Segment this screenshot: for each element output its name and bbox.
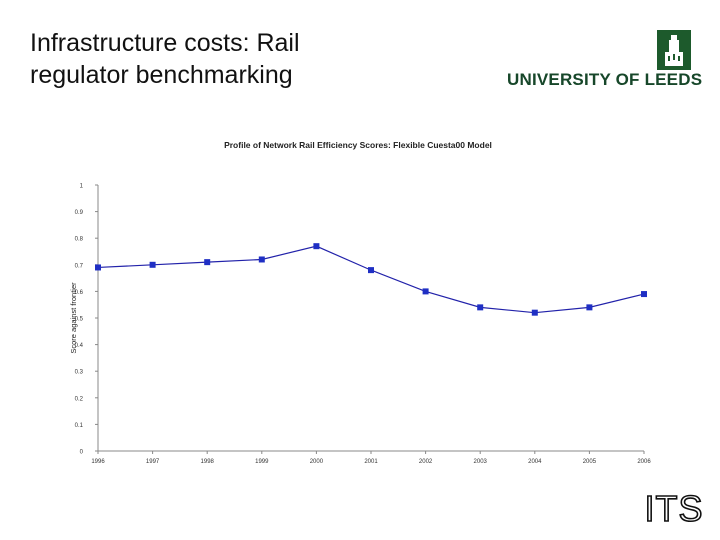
y-axis-label: Score against frontier (69, 282, 78, 354)
y-axis-ticks: 0 0.1 0.2 0.3 0.4 0.5 0.6 0.7 0.8 0.9 1 (75, 184, 98, 456)
x-tick-label: 2005 (583, 459, 597, 465)
x-tick-label: 2001 (364, 459, 378, 465)
its-logo-text: ITS (644, 490, 703, 524)
x-tick-label: 2003 (474, 459, 488, 465)
y-tick-label: 0.7 (75, 263, 84, 269)
y-tick-label: 0.2 (75, 396, 84, 402)
y-tick-label: 0.5 (75, 317, 84, 323)
y-tick-label: 0.1 (75, 423, 84, 429)
data-point-2006 (641, 291, 647, 298)
data-point-1998 (204, 259, 211, 266)
y-tick-label: 0.3 (75, 370, 84, 376)
leeds-shield-icon (657, 30, 691, 70)
its-logo: ITS (644, 490, 703, 524)
data-point-2004 (531, 309, 538, 316)
series-line (97, 245, 645, 314)
y-tick-label: 0.4 (75, 343, 84, 349)
slide-title-line-1: Infrastructure costs: Rail (30, 29, 300, 57)
x-tick-label: 2002 (419, 459, 433, 465)
y-tick-label: 0.9 (75, 210, 84, 216)
data-point-2000 (313, 243, 320, 250)
y-tick-label: 1 (80, 184, 84, 190)
x-axis-ticks: 1996 1997 1998 1999 2000 2001 2002 2003 2004 2005… (91, 451, 651, 465)
y-tick-label: 0.8 (75, 237, 84, 243)
series-markers (95, 243, 647, 316)
x-tick-label: 1998 (201, 459, 215, 465)
data-point-1999 (258, 256, 265, 263)
x-tick-label: 2006 (637, 459, 651, 465)
x-tick-label: 2000 (310, 459, 324, 465)
data-point-1997 (149, 261, 156, 268)
y-tick-label: 0.6 (75, 290, 84, 296)
y-tick-label: 0 (80, 450, 84, 456)
slide-title: Infrastructure costs: Rail regulator ben… (30, 27, 450, 91)
x-tick-label: 1997 (146, 459, 160, 465)
university-name: UNIVERSITY OF LEEDS (507, 70, 703, 89)
slide-title-line-2: regulator benchmarking (30, 61, 293, 89)
chart-title: Profile of Network Rail Efficiency Score… (224, 140, 492, 150)
data-point-2003 (477, 304, 484, 311)
university-of-leeds-logo: UNIVERSITY OF LEEDS (507, 30, 703, 90)
data-point-2002 (422, 288, 429, 295)
data-point-1996 (95, 264, 101, 271)
data-point-2001 (368, 267, 374, 274)
x-tick-label: 1996 (91, 459, 105, 465)
x-tick-label: 2004 (528, 459, 542, 465)
data-point-2005 (586, 304, 593, 311)
x-tick-label: 1999 (255, 459, 269, 465)
